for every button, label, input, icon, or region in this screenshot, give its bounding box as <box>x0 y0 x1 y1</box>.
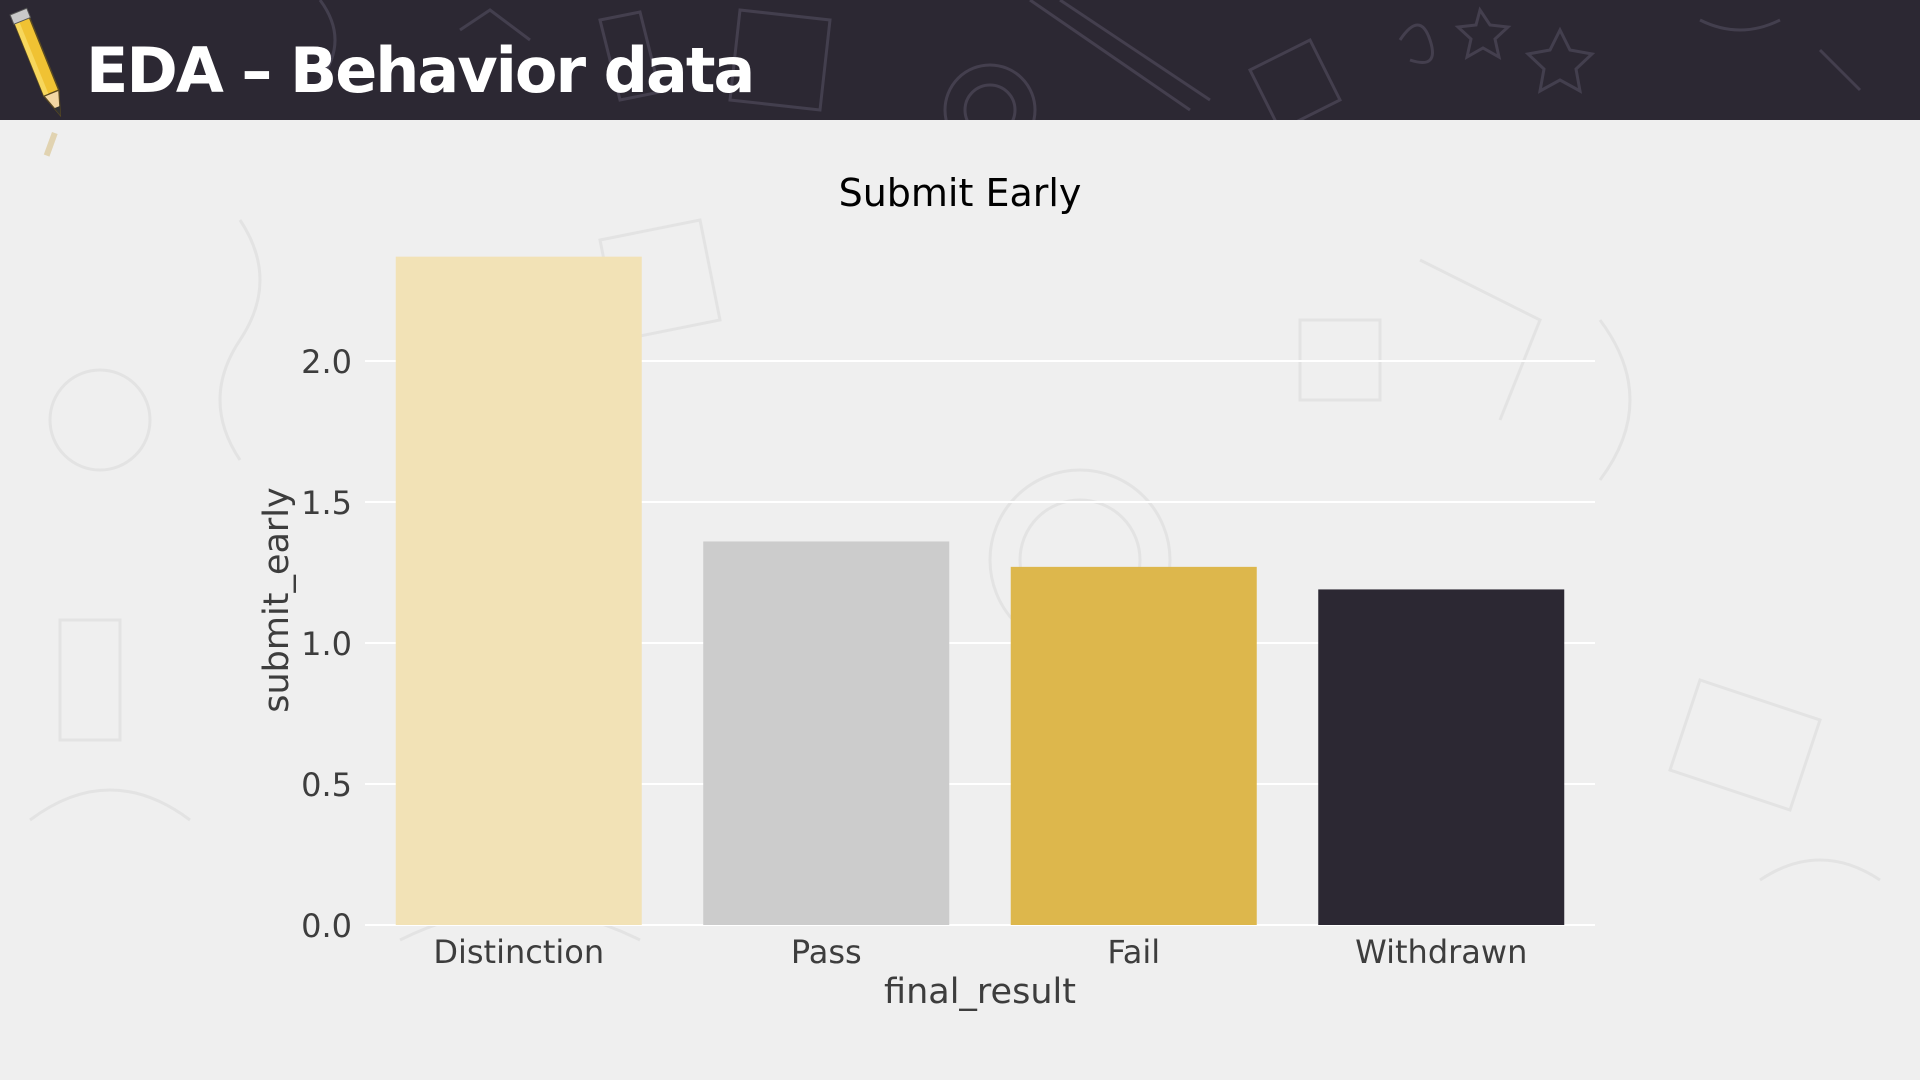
bar-pass <box>703 541 950 925</box>
x-tick-label: Withdrawn <box>1355 933 1527 971</box>
y-axis-label: submit_early <box>257 487 297 712</box>
x-tick-label: Distinction <box>433 933 604 971</box>
x-axis-label: final_result <box>884 972 1076 1012</box>
y-tick-label: 0.0 <box>301 907 352 945</box>
y-axis-ticks: 0.0 0.5 1.0 1.5 2.0 <box>301 343 352 945</box>
slide-title: EDA – Behavior data <box>86 34 755 107</box>
bar-withdrawn <box>1318 589 1565 925</box>
y-tick-label: 1.5 <box>301 484 352 522</box>
y-tick-label: 1.0 <box>301 625 352 663</box>
bar-distinction <box>395 256 642 925</box>
chart-title: Submit Early <box>839 171 1082 215</box>
bar-fail <box>1010 566 1257 925</box>
x-tick-label: Fail <box>1107 933 1160 971</box>
x-tick-label: Pass <box>791 933 862 971</box>
slide-header: EDA – Behavior data <box>0 0 1920 120</box>
x-axis-ticks: Distinction Pass Fail Withdrawn <box>433 933 1527 971</box>
y-tick-label: 0.5 <box>301 766 352 804</box>
header-doodles-decoration <box>318 0 1862 120</box>
pencil-icon <box>9 7 62 157</box>
background-doodles-decoration <box>29 218 1881 942</box>
chart-bars <box>395 256 1565 925</box>
y-tick-label: 2.0 <box>301 343 352 381</box>
